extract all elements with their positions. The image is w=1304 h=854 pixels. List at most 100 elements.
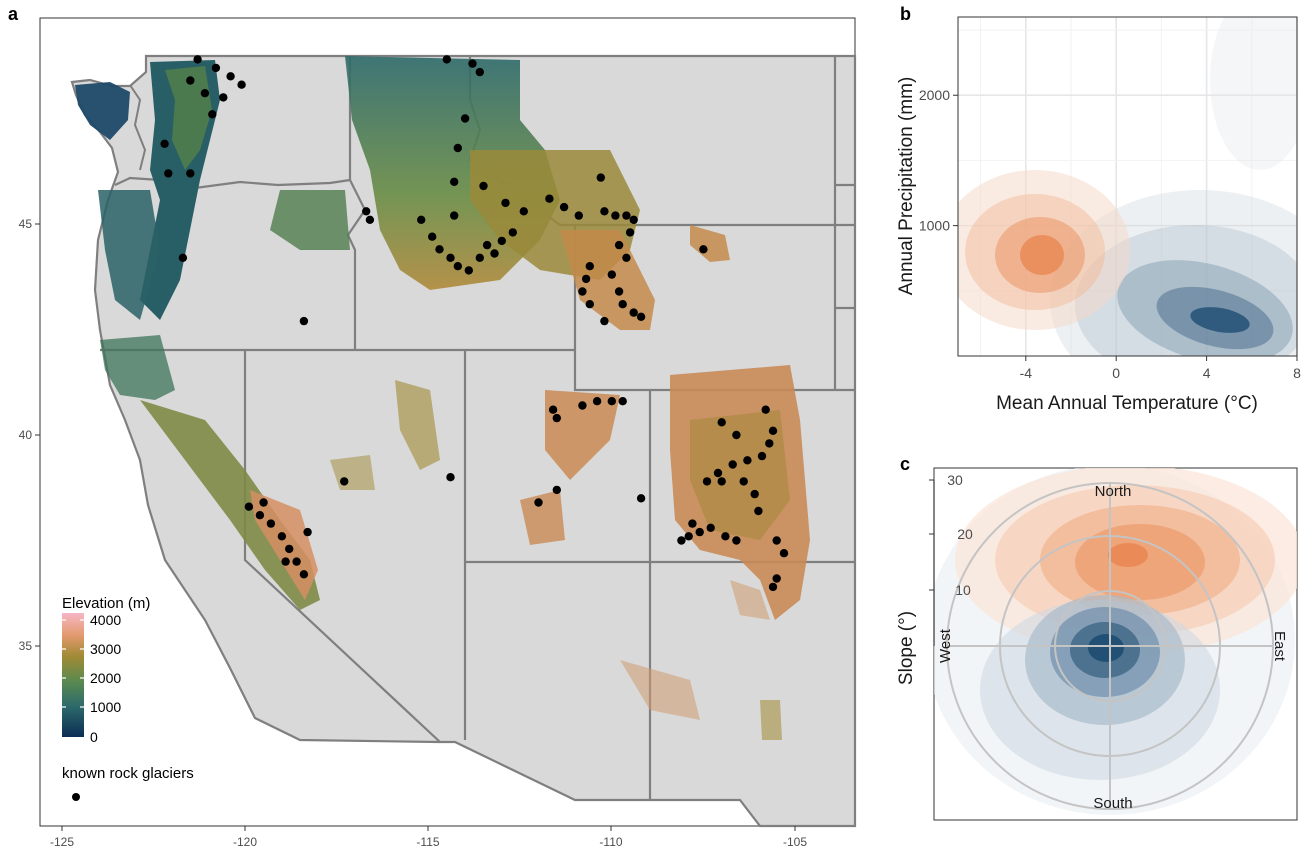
rock-glacier-point [428, 232, 437, 241]
rock-glacier-point [743, 456, 752, 465]
rock-glacier-point [754, 506, 763, 516]
rock-glacier-point [534, 498, 543, 507]
rock-glacier-point [768, 582, 778, 592]
legend-point-marker [72, 793, 80, 801]
rock-glacier-point [237, 80, 246, 89]
rock-glacier-point [545, 194, 554, 203]
c-rtick: 30 [947, 472, 963, 488]
c-ylabel: Slope (°) [896, 611, 917, 685]
border-east-2 [835, 183, 855, 310]
rock-glacier-point [519, 207, 528, 216]
rock-glacier-point [768, 426, 778, 435]
rock-glacier-point [460, 114, 470, 123]
rock-glacier-point [717, 477, 726, 486]
map-xtick: -115 [416, 835, 439, 849]
compass-east: East [1271, 631, 1288, 662]
legend-elevation-tick: 0 [90, 729, 98, 745]
rock-glacier-point [739, 477, 748, 486]
rock-glacier-point [559, 202, 569, 212]
b-ytick: 1000 [919, 218, 950, 234]
rock-glacier-point [186, 169, 195, 178]
rock-glacier-point [277, 532, 287, 541]
rock-glacier-point [362, 207, 371, 216]
b-xtick: 8 [1293, 365, 1301, 381]
rock-glacier-point [365, 215, 375, 224]
map-y-axis: 45 40 35 [19, 217, 40, 653]
rock-glacier-point [622, 211, 631, 220]
rock-glacier-point [772, 574, 781, 583]
rock-glacier-point [552, 485, 561, 495]
polar-grid [946, 482, 1274, 810]
rock-glacier-point [340, 477, 349, 486]
legend-colorbar-ticks [62, 619, 84, 708]
rock-glacier-point [699, 245, 708, 254]
rock-glacier-point [450, 177, 459, 186]
b-ylabel: Annual Precipitation (mm) [896, 77, 917, 296]
map-xtick: -120 [233, 835, 257, 849]
b-xlabel: Mean Annual Temperature (°C) [996, 393, 1258, 414]
b-ytick: 2000 [919, 87, 950, 103]
rock-glacier-point [450, 211, 459, 220]
border-id-west [346, 56, 367, 350]
rock-glacier-point [552, 413, 561, 423]
map-ytick: 35 [19, 639, 33, 653]
rock-glacier-point [618, 300, 627, 309]
slope-aspect-panel: 30 20 10 North South East West Slope (°) [896, 467, 1298, 821]
rock-glacier-point [578, 401, 587, 410]
c-rtick: 20 [957, 526, 973, 542]
legend-elevation-tick: 1000 [90, 699, 121, 715]
rock-glacier-point [757, 451, 767, 461]
rock-glacier-point [292, 557, 301, 566]
rock-glacier-point [618, 397, 627, 406]
rock-glacier-point [178, 253, 188, 262]
rock-glacier-point [702, 477, 712, 486]
rock-glacier-point [160, 139, 169, 148]
rock-glacier-point [508, 228, 517, 237]
rock-glacier-point [732, 430, 741, 440]
rock-glacier-point [417, 215, 426, 224]
rock-glacier-point [721, 532, 730, 541]
rock-glacier-point [761, 405, 770, 414]
rock-glacier-point [446, 473, 455, 482]
b-xtick: 0 [1112, 365, 1120, 381]
rock-glacier-point [219, 93, 228, 102]
rock-glacier-point [446, 253, 455, 262]
rock-glacier-point [706, 523, 715, 532]
rock-glacier-point [695, 527, 704, 537]
rock-glacier-point [600, 316, 609, 326]
rock-glacier-points [160, 55, 789, 592]
rock-glacier-point [226, 72, 235, 81]
legend-elevation-tick: 3000 [90, 641, 121, 657]
map-xtick: -125 [50, 835, 74, 849]
rock-glacier-point [713, 468, 723, 478]
compass-north: North [1095, 483, 1132, 500]
rock-glacier-point [281, 557, 290, 566]
rock-glacier-point [629, 215, 638, 224]
rock-glacier-point [193, 55, 202, 64]
rock-glacier-point [728, 460, 737, 469]
rock-glacier-point [435, 245, 444, 254]
rock-glacier-point [303, 527, 312, 537]
rock-glacier-point [468, 59, 477, 68]
rock-glacier-point [475, 253, 484, 262]
rock-glacier-point [614, 287, 624, 296]
rock-glacier-point [765, 439, 774, 448]
rock-glacier-point [585, 262, 594, 271]
map-ytick: 40 [19, 428, 33, 442]
rock-glacier-point [255, 511, 265, 520]
rock-glacier-point [732, 536, 741, 545]
panel-b-ticks [953, 94, 1298, 361]
rock-glacier-point [442, 55, 451, 64]
rock-glacier-point [607, 270, 616, 279]
rock-glacier-point [453, 143, 462, 153]
map-ytick: 45 [19, 217, 33, 231]
rock-glacier-point [453, 262, 462, 271]
c-rtick: 10 [955, 582, 971, 598]
panel-c-label: c [900, 454, 910, 474]
rock-glacier-point [592, 397, 602, 406]
rock-glacier-point [684, 532, 693, 541]
b-xtick: -4 [1020, 365, 1033, 381]
terrain-cascades [75, 60, 220, 400]
rock-glacier-point [490, 249, 499, 258]
